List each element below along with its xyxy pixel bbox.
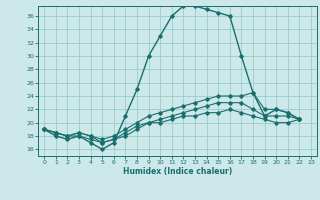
X-axis label: Humidex (Indice chaleur): Humidex (Indice chaleur)	[123, 167, 232, 176]
